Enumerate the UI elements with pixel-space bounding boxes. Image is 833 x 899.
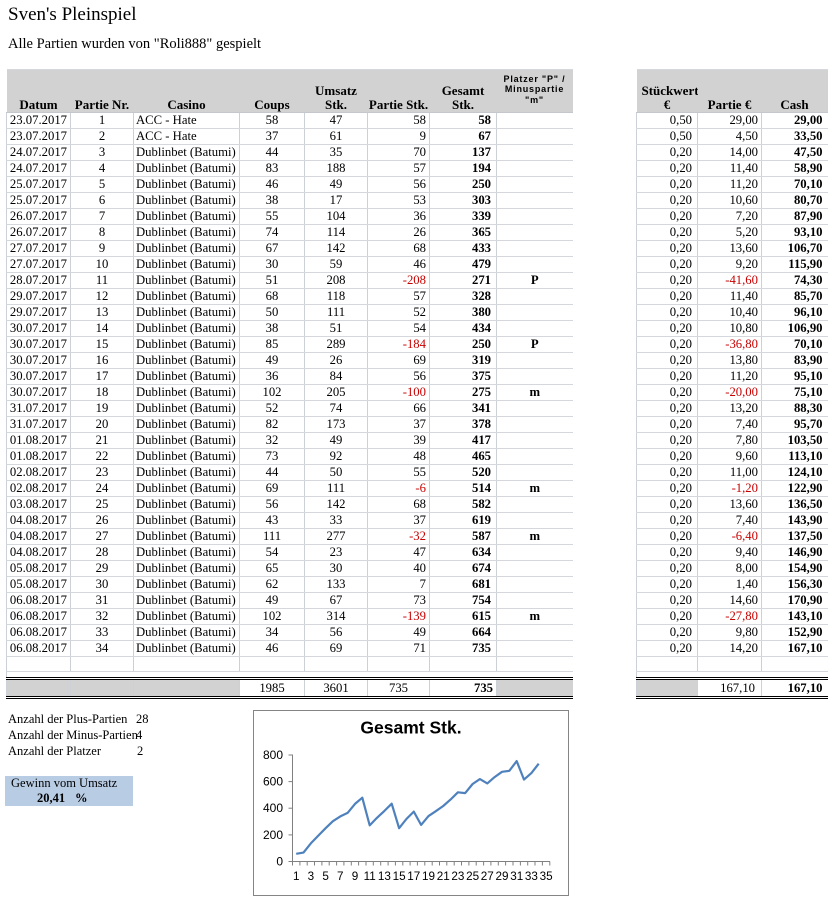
svg-text:17: 17	[407, 870, 420, 883]
svg-text:9: 9	[352, 870, 359, 883]
svg-text:400: 400	[263, 801, 283, 815]
svg-text:23: 23	[451, 870, 464, 883]
svg-text:3: 3	[308, 870, 315, 883]
svg-text:Gesamt Stk.: Gesamt Stk.	[360, 718, 461, 738]
svg-text:11: 11	[364, 870, 376, 883]
svg-text:31: 31	[510, 870, 523, 883]
svg-text:33: 33	[525, 870, 538, 883]
svg-text:21: 21	[437, 870, 450, 883]
svg-text:25: 25	[466, 870, 480, 883]
svg-text:29: 29	[495, 870, 508, 883]
svg-text:13: 13	[378, 870, 391, 883]
svg-text:35: 35	[540, 870, 554, 883]
svg-text:1: 1	[293, 870, 300, 883]
svg-text:27: 27	[481, 870, 494, 883]
svg-text:19: 19	[422, 870, 435, 883]
svg-text:7: 7	[337, 870, 344, 883]
svg-text:0: 0	[276, 855, 283, 869]
svg-text:5: 5	[322, 870, 329, 883]
svg-text:200: 200	[263, 828, 283, 842]
svg-text:800: 800	[263, 748, 283, 762]
svg-text:600: 600	[263, 775, 283, 789]
svg-text:15: 15	[393, 870, 407, 883]
